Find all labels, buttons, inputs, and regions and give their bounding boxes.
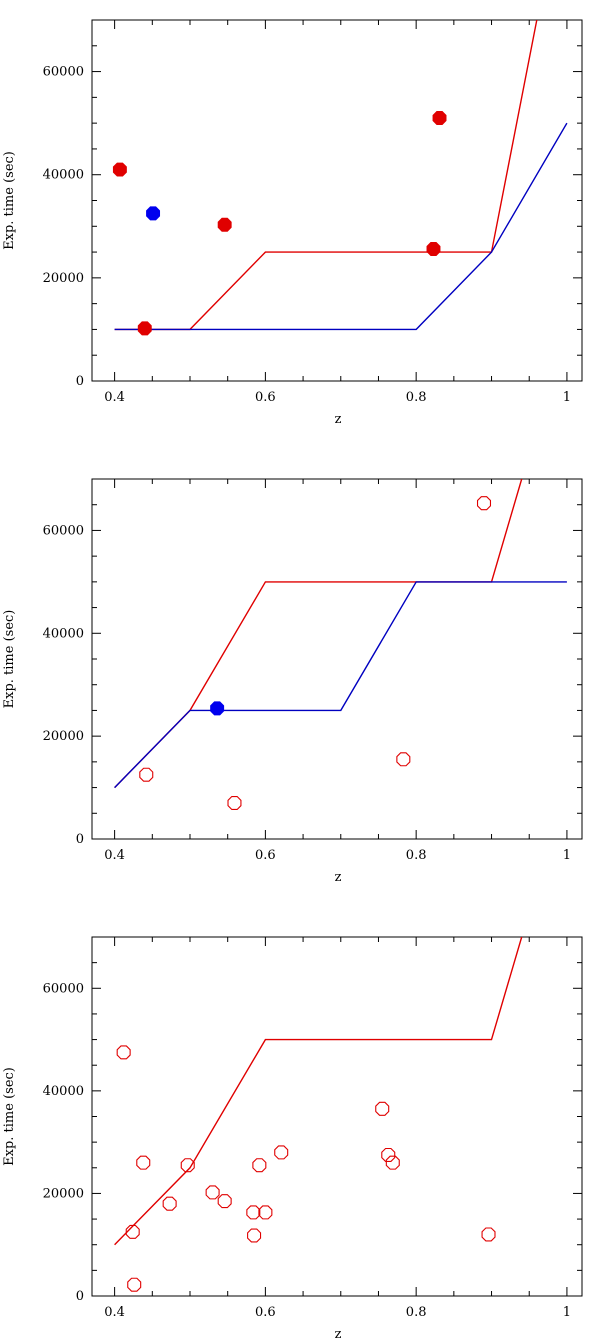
- data-point: [381, 1147, 396, 1162]
- x-tick-label: 0.4: [104, 1305, 125, 1320]
- y-axis-label: Exp. time (sec): [2, 151, 17, 250]
- data-point: [258, 1205, 273, 1220]
- data-point: [112, 162, 127, 177]
- y-tick-label: 20000: [43, 271, 84, 286]
- y-tick-label: 20000: [43, 1186, 84, 1201]
- panel-bottom: 0.4 0.6 0.8 1 0 20000 40000 60000 z Exp. time (se…: [2, 936, 583, 1339]
- data-point: [246, 1205, 261, 1220]
- data-point: [432, 111, 447, 125]
- data-point: [252, 1158, 267, 1173]
- y-axis-label: Exp. time (sec): [2, 1067, 17, 1166]
- data-point: [274, 1145, 289, 1160]
- series-line: [114, 581, 567, 789]
- plot-frame: [91, 936, 583, 1297]
- data-point: [247, 1228, 262, 1243]
- series-line: [114, 122, 568, 331]
- y-tick-label: 40000: [43, 626, 84, 641]
- series-line: [114, 479, 523, 789]
- data-point: [137, 321, 152, 336]
- data-point: [162, 1196, 177, 1211]
- series-line: [114, 20, 538, 331]
- data-point: [139, 767, 154, 782]
- data-point: [116, 1045, 131, 1060]
- data-point: [217, 1194, 232, 1209]
- panel-top: 0.4 0.6 0.8 1 0 20000 40000 60000 z Exp. time (se…: [2, 19, 583, 427]
- data-point: [210, 701, 225, 716]
- x-tick-label: 0.8: [406, 1305, 427, 1320]
- data-point: [375, 1101, 390, 1116]
- data-point: [426, 242, 441, 256]
- y-tick-label: 20000: [43, 729, 84, 744]
- data-point: [125, 1224, 140, 1239]
- y-tick-label: 0: [76, 832, 84, 847]
- x-axis-label: z: [335, 412, 342, 427]
- data-point: [127, 1277, 142, 1292]
- plot-frame: [91, 478, 583, 840]
- plot-area: [114, 479, 567, 789]
- x-tick-label: 1: [563, 390, 571, 405]
- y-tick-label: 40000: [43, 1084, 84, 1099]
- x-tick-label: 0.6: [255, 1305, 276, 1320]
- x-axis-label: z: [335, 870, 342, 885]
- x-tick-label: 0.4: [104, 390, 125, 405]
- x-tick-label: 0.6: [255, 390, 276, 405]
- data-point: [136, 1155, 151, 1170]
- series-line: [114, 937, 523, 1246]
- data-point: [227, 795, 242, 811]
- x-tick-label: 0.6: [255, 848, 276, 863]
- y-tick-label: 0: [76, 1289, 84, 1304]
- data-point: [146, 206, 161, 221]
- data-point: [217, 217, 232, 232]
- plot-area: [114, 937, 523, 1246]
- plot-frame: [91, 19, 583, 382]
- y-tick-label: 0: [76, 374, 84, 389]
- data-point: [476, 496, 492, 511]
- x-tick-label: 0.8: [406, 390, 427, 405]
- y-tick-label: 60000: [43, 981, 84, 996]
- data-point: [205, 1185, 220, 1200]
- y-axis-label: Exp. time (sec): [2, 610, 17, 709]
- x-tick-label: 0.8: [406, 848, 427, 863]
- y-tick-label: 60000: [43, 65, 84, 80]
- y-tick-label: 60000: [43, 523, 84, 538]
- x-axis-label: z: [335, 1327, 342, 1339]
- data-point: [481, 1227, 496, 1242]
- x-tick-label: 1: [563, 1305, 571, 1320]
- data-point: [180, 1158, 195, 1173]
- x-tick-label: 1: [563, 848, 571, 863]
- data-point: [385, 1155, 400, 1170]
- x-tick-label: 0.4: [104, 848, 125, 863]
- y-tick-label: 40000: [43, 168, 84, 183]
- data-point: [396, 752, 411, 767]
- panel-middle: 0.4 0.6 0.8 1 0 20000 40000 60000 z Exp. time (se…: [2, 478, 583, 885]
- plot-area: [114, 20, 568, 331]
